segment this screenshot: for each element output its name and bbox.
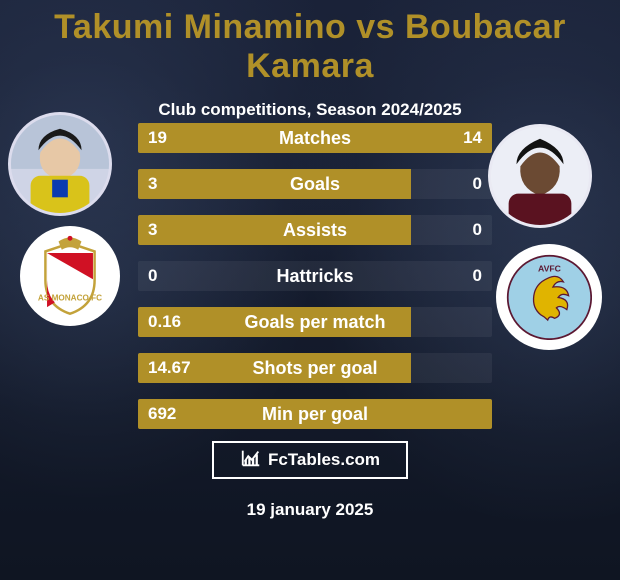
svg-text:AS MONACO FC: AS MONACO FC [38, 294, 102, 303]
club-right-badge: AVFC [496, 244, 602, 350]
stat-label: Shots per goal [138, 353, 492, 383]
stats-bars: 1914Matches 30Goals 30Assists 00Hattricks 0.… [138, 123, 492, 445]
stat-label: Matches [138, 123, 492, 153]
stat-row: 30Assists [138, 215, 492, 245]
brand-box: FcTables.com [212, 441, 408, 479]
player-left-avatar [8, 112, 112, 216]
stat-label: Hattricks [138, 261, 492, 291]
stat-row: 1914Matches [138, 123, 492, 153]
page-title: Takumi Minamino vs Boubacar Kamara [0, 0, 620, 86]
stat-label: Goals [138, 169, 492, 199]
stat-row: 0.16Goals per match [138, 307, 492, 337]
svg-text:AVFC: AVFC [537, 263, 561, 273]
chart-icon [240, 447, 262, 474]
stat-row: 692Min per goal [138, 399, 492, 429]
stat-label: Assists [138, 215, 492, 245]
stat-row: 00Hattricks [138, 261, 492, 291]
stat-label: Goals per match [138, 307, 492, 337]
stat-label: Min per goal [138, 399, 492, 429]
date-label: 19 january 2025 [0, 500, 620, 520]
stat-row: 30Goals [138, 169, 492, 199]
player-right-avatar [488, 124, 592, 228]
stat-row: 14.67Shots per goal [138, 353, 492, 383]
club-left-badge: AS MONACO FC [20, 226, 120, 326]
subtitle: Club competitions, Season 2024/2025 [0, 100, 620, 120]
brand-label: FcTables.com [268, 450, 380, 470]
